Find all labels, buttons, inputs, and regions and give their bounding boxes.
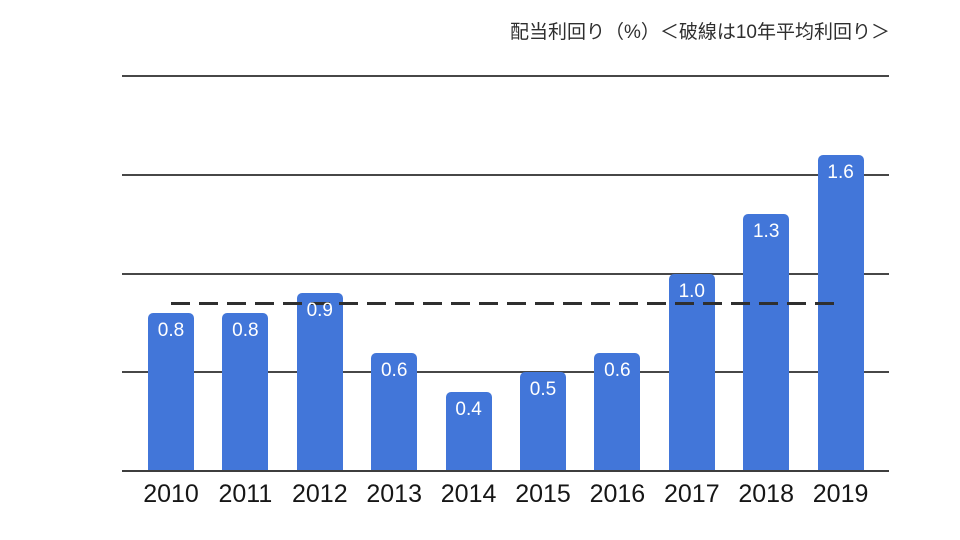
x-axis-label: 2018 xyxy=(738,480,794,508)
gridline xyxy=(122,272,889,275)
bar: 1.6 xyxy=(817,155,864,471)
bar-value-label: 1.3 xyxy=(752,221,780,243)
x-axis-label: 2010 xyxy=(143,480,199,508)
x-axis-label: 2013 xyxy=(366,480,422,508)
gridline xyxy=(122,75,889,77)
bar: 0.4 xyxy=(445,392,492,471)
x-axis-label: 2015 xyxy=(515,480,571,508)
bar: 0.8 xyxy=(148,313,194,471)
bar: 0.9 xyxy=(296,293,343,471)
bar: 1.0 xyxy=(668,273,715,471)
x-axis-label: 2014 xyxy=(440,480,497,508)
x-axis-label: 2019 xyxy=(812,480,869,508)
bar-value-label: 0.8 xyxy=(157,320,185,341)
bar-value-label: 0.5 xyxy=(529,379,557,401)
bar: 1.3 xyxy=(743,214,790,471)
bar-value-label: 1.0 xyxy=(678,280,705,302)
gridline xyxy=(122,173,889,176)
bar-value-label: 0.4 xyxy=(455,399,482,420)
bar-value-label: 0.6 xyxy=(380,359,408,381)
bar-value-label: 0.6 xyxy=(604,359,631,381)
x-axis-label: 2017 xyxy=(663,480,720,508)
bar: 0.6 xyxy=(594,352,641,471)
x-axis-line xyxy=(122,470,889,472)
average-dashed-line xyxy=(171,301,841,305)
gridline xyxy=(122,371,889,374)
plot-area: 0.8 0.8 0.9 0.6 0.4 0.5 0.6 1.0 1.3 1.6 2010 2011 2… xyxy=(122,75,889,508)
x-axis-label: 2012 xyxy=(291,480,348,508)
bar-value-label: 0.8 xyxy=(232,320,259,341)
bar-value-label: 1.6 xyxy=(827,162,854,183)
bar-value-label: 0.9 xyxy=(306,300,333,322)
x-axis-label: 2011 xyxy=(218,480,273,508)
chart-title: 配当利回り（%）＜破線は10年平均利回り＞ xyxy=(509,22,890,43)
x-axis-label: 2016 xyxy=(589,480,646,508)
bar: 0.8 xyxy=(222,313,269,471)
bar: 0.5 xyxy=(520,372,566,471)
bar: 0.6 xyxy=(371,352,418,471)
